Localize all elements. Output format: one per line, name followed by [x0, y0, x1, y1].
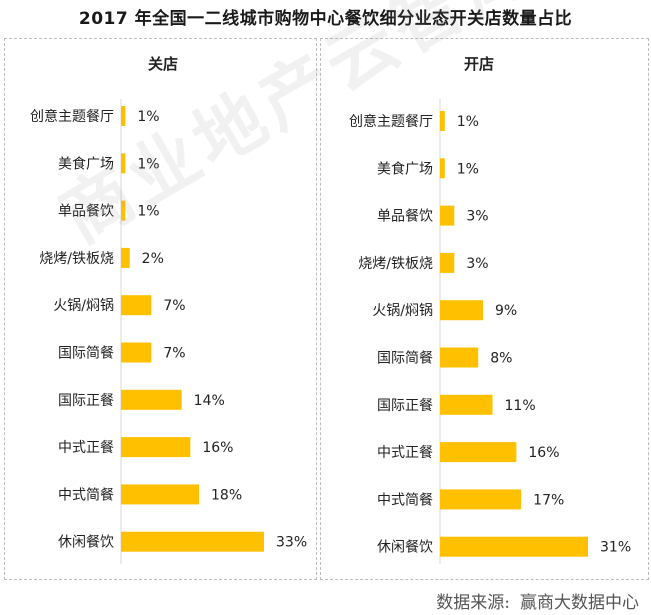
close-value-label: 1%	[137, 204, 159, 220]
open-bar	[440, 442, 517, 463]
close-value-label: 7%	[163, 346, 185, 362]
close-bar	[121, 295, 152, 316]
open-category-label: 烧烤/铁板烧	[358, 256, 433, 272]
open-value-label: 17%	[533, 492, 564, 508]
open-value-label: 3%	[466, 256, 488, 272]
open-bar	[440, 158, 445, 179]
close-chart-title: 关店	[148, 55, 178, 73]
close-stores-panel: 关店创意主题餐厅 1% 美食广场 1% 单品餐饮 1% 烧烤/铁板烧 2% 火锅/焖锅 7% 国际简…	[4, 38, 317, 580]
close-category-label: 国际简餐	[58, 345, 114, 362]
close-bar	[121, 153, 126, 174]
open-bar	[440, 536, 588, 557]
open-category-label: 休闲餐饮	[377, 540, 433, 556]
close-category-label: 创意主题餐厅	[30, 108, 114, 125]
close-value-label: 18%	[211, 487, 242, 503]
close-category-label: 休闲餐饮	[58, 535, 114, 551]
source-label: 数据来源:	[436, 593, 510, 613]
open-category-label: 国际正餐	[377, 398, 433, 414]
open-value-label: 31%	[600, 540, 631, 556]
close-value-label: 14%	[194, 393, 225, 409]
close-category-label: 中式正餐	[58, 440, 114, 456]
source-name: 赢商大数据中心	[520, 593, 639, 613]
open-value-label: 3%	[466, 209, 488, 225]
open-bar	[440, 347, 479, 368]
open-bar	[440, 489, 522, 510]
open-value-label: 11%	[505, 398, 536, 414]
close-value-label: 1%	[137, 109, 159, 125]
close-bar	[121, 342, 152, 363]
open-value-label: 1%	[457, 114, 479, 130]
open-category-label: 美食广场	[377, 160, 433, 177]
close-bar	[121, 106, 126, 126]
close-category-label: 单品餐饮	[58, 204, 114, 220]
close-category-label: 火锅/焖锅	[53, 298, 114, 314]
open-bar	[440, 394, 493, 415]
open-value-label: 16%	[528, 445, 559, 461]
close-bar	[121, 247, 130, 268]
close-bar	[121, 437, 191, 458]
close-bar	[121, 484, 199, 505]
open-category-label: 国际简餐	[377, 350, 433, 367]
open-stores-panel: 开店创意主题餐厅 1% 美食广场 1% 单品餐饮 3% 烧烤/铁板烧 3% 火锅/焖锅 9% 国际简…	[320, 38, 649, 580]
open-category-label: 单品餐饮	[377, 209, 433, 225]
open-value-label: 8%	[490, 351, 512, 367]
open-bar	[440, 205, 455, 226]
open-category-label: 中式正餐	[377, 445, 433, 461]
open-bar	[440, 252, 455, 273]
close-value-label: 7%	[163, 298, 185, 314]
open-value-label: 9%	[495, 303, 517, 319]
close-value-label: 1%	[137, 156, 159, 172]
close-value-label: 16%	[202, 440, 233, 456]
close-bar	[121, 389, 182, 410]
close-category-label: 中式简餐	[58, 486, 114, 503]
close-category-label: 烧烤/铁板烧	[39, 251, 114, 267]
close-category-label: 国际正餐	[58, 393, 114, 409]
open-category-label: 火锅/焖锅	[372, 303, 433, 319]
source-note: 数据来源: 赢商大数据中心	[426, 588, 639, 613]
close-value-label: 33%	[276, 535, 307, 551]
open-category-label: 中式简餐	[377, 491, 433, 508]
open-value-label: 1%	[457, 161, 479, 177]
close-bar	[121, 531, 264, 552]
close-value-label: 2%	[142, 251, 164, 267]
close-category-label: 美食广场	[58, 155, 114, 172]
open-category-label: 创意主题餐厅	[349, 113, 433, 130]
open-chart-title: 开店	[464, 55, 494, 73]
open-bar	[440, 300, 483, 321]
page-title: 2017 年全国一二线城市购物中心餐饮细分业态开关店数量占比	[78, 9, 573, 29]
close-bar	[121, 200, 126, 221]
open-bar	[440, 111, 445, 131]
